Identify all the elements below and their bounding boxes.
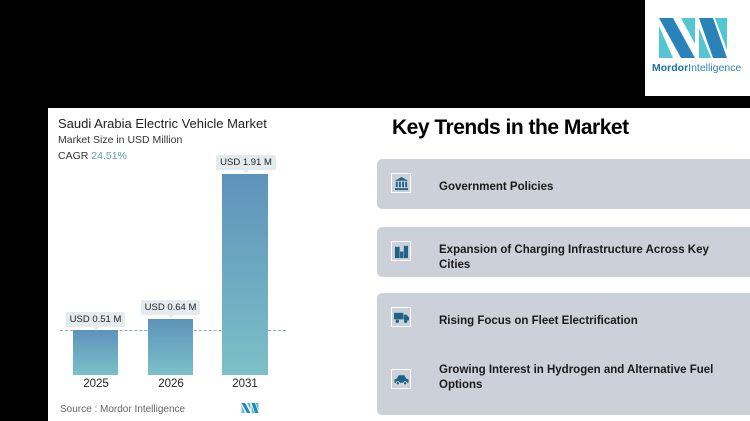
mordor-logo: MordorIntelligence [645,0,750,96]
mordor-mini-logo-icon [241,403,259,413]
bar-2025 [73,330,118,375]
chart-title: Saudi Arabia Electric Vehicle Market [58,116,267,131]
trend-item: Rising Focus on Fleet Electrification [391,303,750,339]
truck-icon [391,307,411,327]
trend-card-1: Government Policies [377,159,750,209]
trend-item: Growing Interest in Hydrogen and Alterna… [391,363,750,399]
x-tick-2031: 2031 [232,378,258,390]
x-tick-2026: 2026 [158,378,184,390]
bar-2026 [148,319,193,375]
cagr-value: 24.51% [91,150,127,162]
chart-subtitle: Market Size in USD Million [58,134,183,146]
mordor-logo-mark-icon [659,18,727,58]
trend-item: Government Policies [391,166,750,202]
city-buildings-icon [391,241,411,261]
bar-label-2026: USD 0.64 M [141,300,200,318]
trend-text: Expansion of Charging Infrastructure Acr… [439,244,709,271]
bar-label-2031: USD 1.91 M [216,155,276,173]
trend-card-3: Rising Focus on Fleet Electrification Gr… [377,293,750,415]
cagr-label: CAGR [58,150,89,162]
logo-text: MordorIntelligence [652,62,742,74]
car-icon [391,369,411,389]
source-note: Source : Mordor Intelligence [60,404,186,415]
bar-2031 [222,174,268,375]
trend-text: Rising Focus on Fleet Electrification [439,315,638,327]
x-tick-2025: 2025 [83,378,109,390]
trend-text: Government Policies [439,181,554,193]
trend-text: Growing Interest in Hydrogen and Alterna… [439,364,714,391]
cagr: CAGR 24.51% [58,150,127,162]
trend-card-2: Expansion of Charging Infrastructure Acr… [377,227,750,277]
trend-item: Expansion of Charging Infrastructure Acr… [391,234,750,271]
bar-label-2025: USD 0.51 M [66,312,125,330]
government-building-icon [391,173,411,193]
trends-title: Key Trends in the Market [392,116,629,139]
